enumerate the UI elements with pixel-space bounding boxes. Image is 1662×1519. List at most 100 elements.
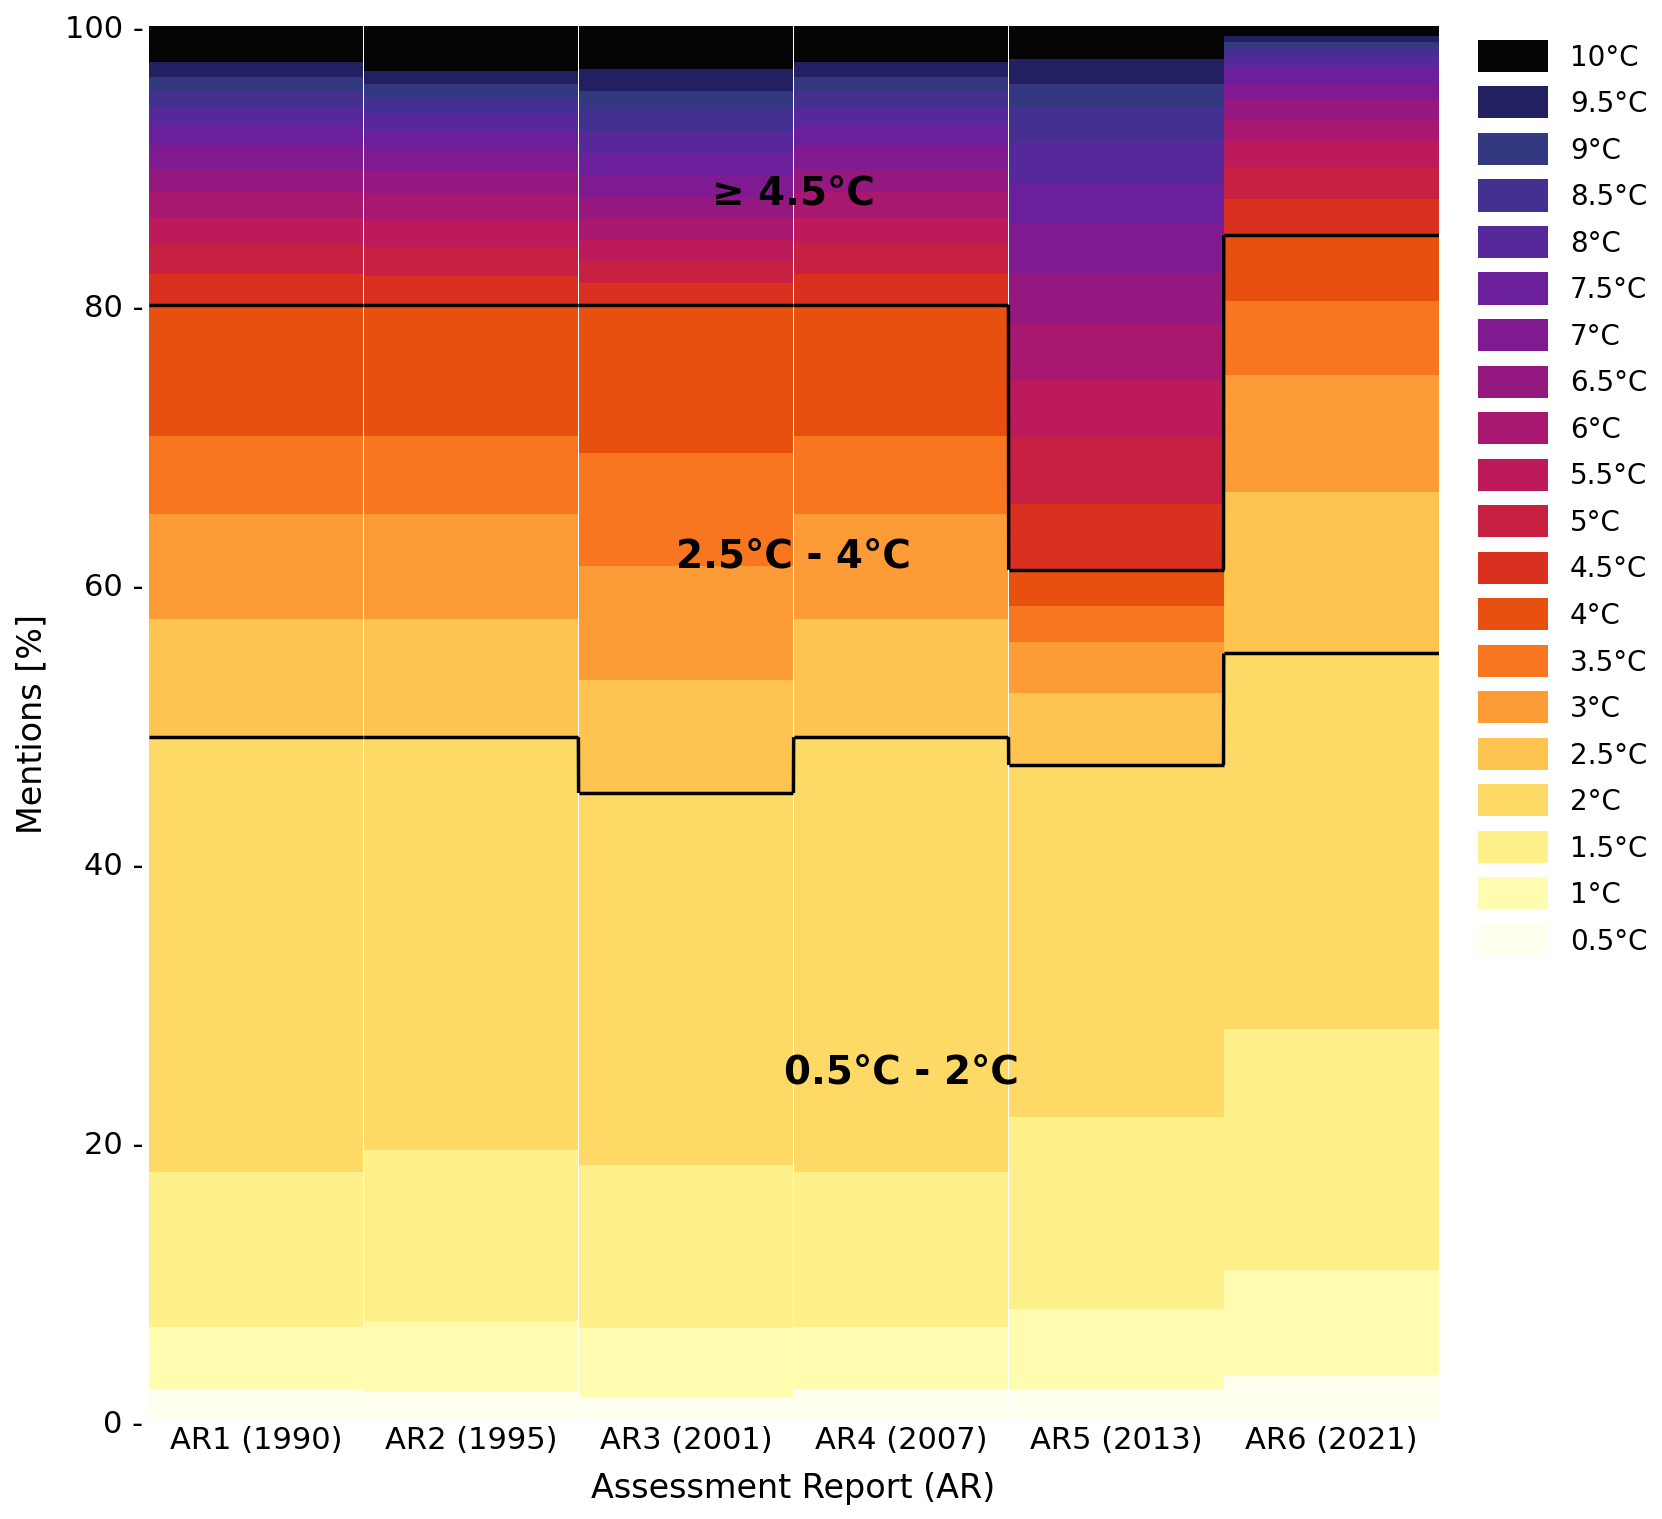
Bar bbox=[1223, 653, 1438, 1030]
Bar bbox=[793, 93, 1009, 108]
Bar bbox=[578, 681, 793, 793]
Bar bbox=[148, 126, 364, 147]
Bar bbox=[1223, 302, 1438, 375]
Bar bbox=[364, 26, 578, 71]
Bar bbox=[1223, 492, 1438, 653]
Bar bbox=[148, 737, 364, 1173]
Bar bbox=[1223, 167, 1438, 199]
Bar bbox=[578, 153, 793, 176]
Bar bbox=[148, 193, 364, 219]
Bar bbox=[1009, 1388, 1223, 1420]
Text: 0.5°C - 2°C: 0.5°C - 2°C bbox=[783, 1053, 1019, 1091]
Bar bbox=[793, 515, 1009, 620]
Bar bbox=[364, 436, 578, 515]
Bar bbox=[148, 1390, 364, 1420]
Bar bbox=[793, 126, 1009, 147]
Bar bbox=[148, 1173, 364, 1328]
Bar bbox=[793, 193, 1009, 219]
Bar bbox=[793, 436, 1009, 515]
Bar bbox=[148, 620, 364, 737]
Bar bbox=[578, 132, 793, 153]
Bar bbox=[793, 1390, 1009, 1420]
Bar bbox=[1223, 36, 1438, 43]
Bar bbox=[1223, 43, 1438, 47]
Legend: 10°C, 9.5°C, 9°C, 8.5°C, 8°C, 7.5°C, 7°C, 6.5°C, 6°C, 5.5°C, 5°C, 4.5°C, 4°C, 3.: 10°C, 9.5°C, 9°C, 8.5°C, 8°C, 7.5°C, 7°C… bbox=[1478, 41, 1647, 955]
Bar bbox=[364, 132, 578, 150]
Bar bbox=[578, 263, 793, 284]
Bar bbox=[793, 170, 1009, 193]
Bar bbox=[793, 77, 1009, 93]
Bar bbox=[1009, 504, 1223, 570]
Bar bbox=[364, 194, 578, 222]
Bar bbox=[364, 150, 578, 172]
Bar bbox=[578, 26, 793, 70]
Bar bbox=[1223, 120, 1438, 141]
Bar bbox=[793, 737, 1009, 1173]
Bar bbox=[1223, 100, 1438, 120]
Bar bbox=[793, 1173, 1009, 1328]
Bar bbox=[364, 276, 578, 305]
Bar bbox=[578, 1165, 793, 1328]
Bar bbox=[1223, 375, 1438, 492]
X-axis label: Assessment Report (AR): Assessment Report (AR) bbox=[592, 1470, 996, 1504]
Bar bbox=[148, 108, 364, 126]
Bar bbox=[793, 275, 1009, 305]
Bar bbox=[364, 737, 578, 1150]
Bar bbox=[148, 77, 364, 93]
Bar bbox=[1223, 26, 1438, 36]
Bar bbox=[1009, 273, 1223, 324]
Bar bbox=[364, 71, 578, 85]
Bar bbox=[1009, 1309, 1223, 1388]
Bar bbox=[364, 620, 578, 737]
Bar bbox=[578, 567, 793, 681]
Bar bbox=[793, 1328, 1009, 1390]
Bar bbox=[1223, 141, 1438, 167]
Bar bbox=[148, 62, 364, 77]
Bar bbox=[364, 1391, 578, 1420]
Bar bbox=[148, 245, 364, 275]
Bar bbox=[578, 111, 793, 132]
Bar bbox=[578, 240, 793, 263]
Bar bbox=[578, 1328, 793, 1397]
Bar bbox=[148, 26, 364, 62]
Bar bbox=[148, 93, 364, 108]
Bar bbox=[364, 85, 578, 97]
Bar bbox=[148, 515, 364, 620]
Bar bbox=[793, 245, 1009, 275]
Bar bbox=[1223, 1375, 1438, 1420]
Bar bbox=[793, 62, 1009, 77]
Bar bbox=[148, 436, 364, 515]
Bar bbox=[1009, 1116, 1223, 1309]
Bar bbox=[1223, 1030, 1438, 1270]
Bar bbox=[364, 97, 578, 114]
Bar bbox=[578, 70, 793, 91]
Bar bbox=[793, 305, 1009, 436]
Bar bbox=[364, 172, 578, 194]
Bar bbox=[793, 219, 1009, 245]
Bar bbox=[1009, 570, 1223, 606]
Bar bbox=[148, 219, 364, 245]
Bar bbox=[1223, 84, 1438, 100]
Bar bbox=[1223, 235, 1438, 302]
Bar bbox=[1009, 439, 1223, 504]
Bar bbox=[364, 305, 578, 436]
Bar bbox=[148, 1328, 364, 1390]
Bar bbox=[1223, 199, 1438, 235]
Bar bbox=[578, 453, 793, 567]
Bar bbox=[793, 147, 1009, 170]
Bar bbox=[1009, 59, 1223, 84]
Bar bbox=[578, 284, 793, 305]
Bar bbox=[1223, 58, 1438, 68]
Bar bbox=[364, 114, 578, 132]
Bar bbox=[793, 26, 1009, 62]
Bar bbox=[578, 219, 793, 240]
Bar bbox=[1009, 141, 1223, 182]
Bar bbox=[1009, 606, 1223, 643]
Bar bbox=[1223, 1270, 1438, 1375]
Bar bbox=[1009, 26, 1223, 59]
Bar bbox=[148, 305, 364, 436]
Bar bbox=[364, 1150, 578, 1322]
Bar bbox=[1223, 68, 1438, 84]
Bar bbox=[578, 305, 793, 453]
Bar bbox=[1223, 47, 1438, 58]
